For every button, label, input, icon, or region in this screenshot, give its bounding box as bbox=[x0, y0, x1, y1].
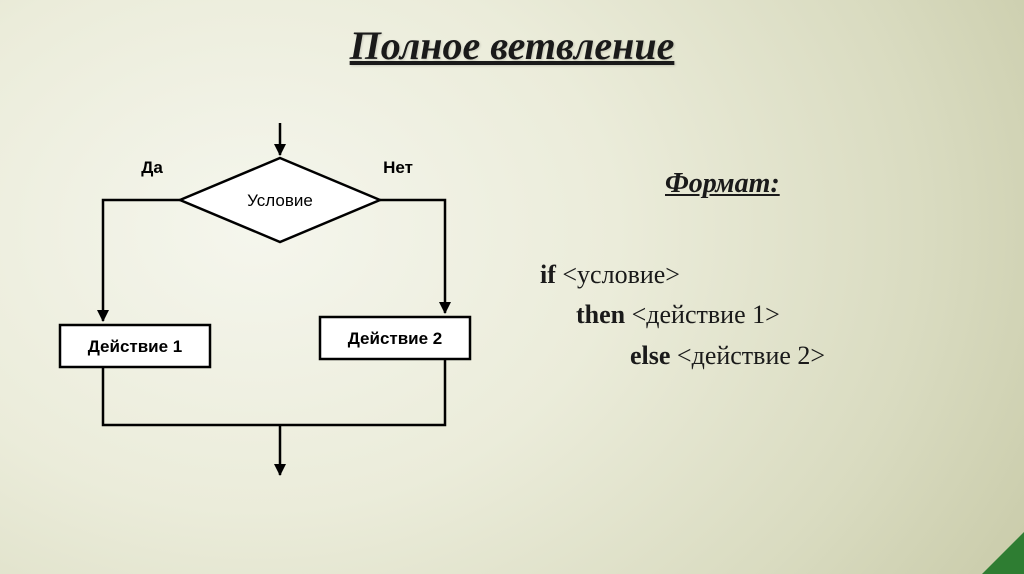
code-rest-2: <действие 1> bbox=[625, 300, 780, 329]
code-line-else: else <действие 2> bbox=[540, 336, 825, 376]
flowchart-diagram: Условие Действие 1 Действие 2 Да Нет bbox=[40, 105, 520, 525]
code-rest-3: <действие 2> bbox=[670, 341, 825, 370]
svg-text:Действие 1: Действие 1 bbox=[88, 337, 183, 356]
page-title: Полное ветвление bbox=[0, 22, 1024, 69]
svg-text:Условие: Условие bbox=[247, 191, 313, 210]
code-line-then: then <действие 1> bbox=[540, 295, 825, 335]
svg-text:Действие 2: Действие 2 bbox=[348, 329, 443, 348]
format-heading: Формат: bbox=[665, 168, 780, 200]
svg-text:Нет: Нет bbox=[383, 158, 413, 177]
code-rest-1: <условие> bbox=[556, 260, 680, 289]
code-format-block: if <условие> then <действие 1> else <дей… bbox=[540, 255, 825, 376]
code-line-if: if <условие> bbox=[540, 255, 825, 295]
keyword-then: then bbox=[576, 300, 625, 329]
svg-text:Да: Да bbox=[141, 158, 163, 177]
keyword-if: if bbox=[540, 260, 556, 289]
keyword-else: else bbox=[630, 341, 670, 370]
corner-accent-icon bbox=[982, 532, 1024, 574]
